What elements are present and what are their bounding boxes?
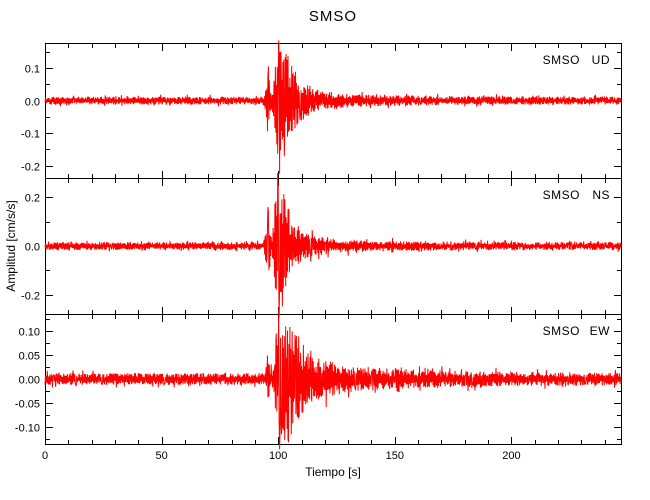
y-tick-label: 0.1 <box>25 64 40 76</box>
x-tick-label: 0 <box>42 450 48 462</box>
y-tick-label: 0.05 <box>19 351 40 363</box>
panel-border <box>45 43 622 179</box>
x-axis-title: Tiempo [s] <box>305 465 361 479</box>
y-tick-label: 0.00 <box>19 375 40 387</box>
y-tick-label: -0.1 <box>21 129 40 141</box>
panel-component-label: EW <box>590 324 611 338</box>
panel-station-label: SMSO <box>543 324 580 338</box>
y-tick-label: 0.2 <box>25 193 40 205</box>
panel-ud: 0.1 0.0 -0.1 -0.2 SMSO UD <box>21 40 622 179</box>
panel-station-label: SMSO <box>543 188 580 202</box>
y-tick-label: -0.2 <box>21 162 40 174</box>
x-tick-label: 200 <box>502 450 520 462</box>
y-tick-label: -0.2 <box>21 291 40 303</box>
panel-component-label: UD <box>592 53 610 67</box>
trace-ns <box>44 173 622 318</box>
chart-title: SMSO <box>308 8 358 25</box>
y-tick-label: 0.10 <box>19 327 40 339</box>
panel-ns: 0.2 0.0 -0.2 SMSO NS <box>21 173 622 318</box>
x-tick-label: 100 <box>269 450 287 462</box>
x-tick-label: 50 <box>155 450 167 462</box>
trace-ew <box>44 310 622 450</box>
panel-ew: 0.10 0.05 0.00 -0.05 -0.10 0 50 100 150 200 SMSO EW <box>15 310 622 462</box>
panel-component-label: NS <box>592 188 610 202</box>
x-tick-label: 150 <box>386 450 404 462</box>
panel-station-label: SMSO <box>543 53 580 67</box>
y-tick-label: 0.0 <box>25 242 40 254</box>
trace-ud <box>44 40 622 174</box>
y-tick-label: -0.05 <box>15 399 40 411</box>
y-tick-label: -0.10 <box>15 423 40 435</box>
y-tick-label: 0.0 <box>25 97 40 109</box>
